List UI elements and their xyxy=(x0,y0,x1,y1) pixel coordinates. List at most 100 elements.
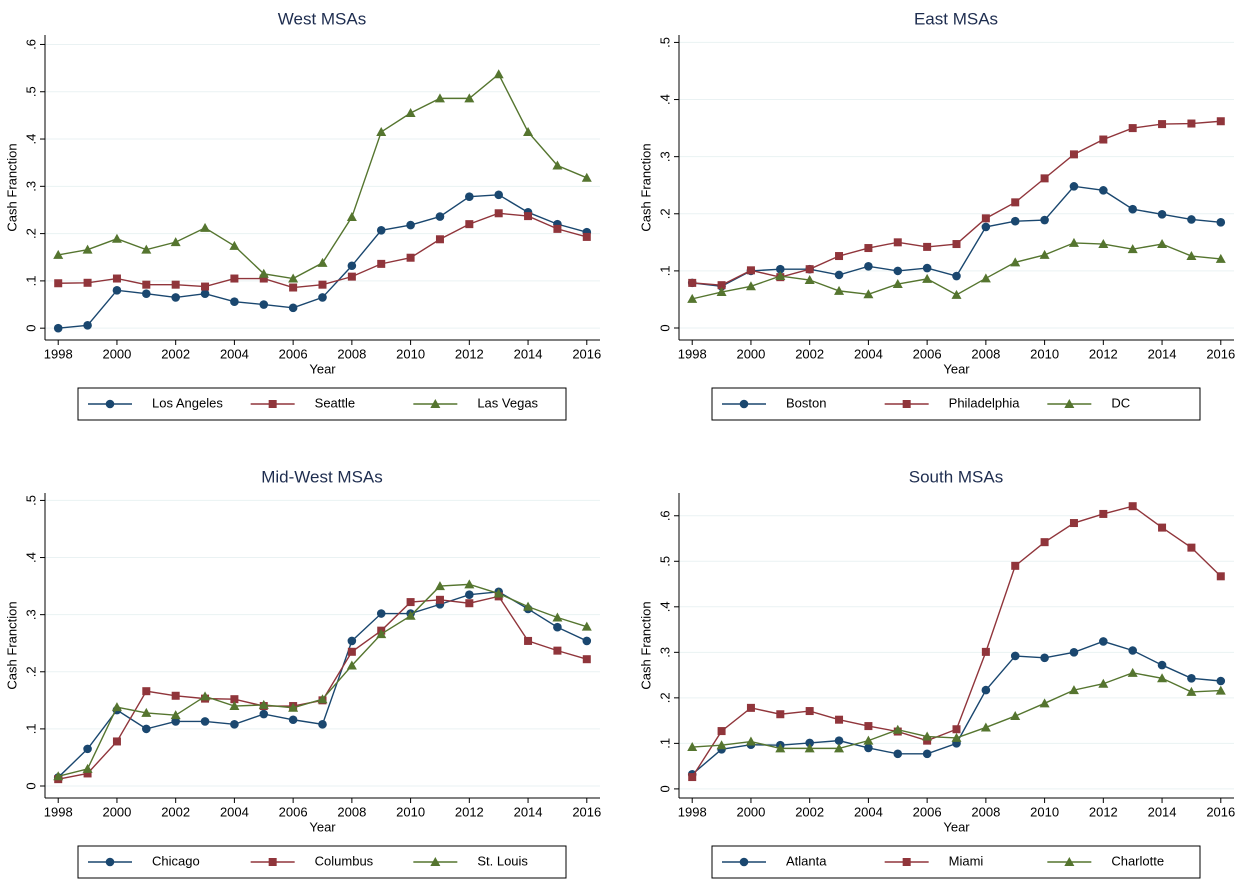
y-tick-label: .5 xyxy=(657,37,672,48)
marker xyxy=(465,192,474,202)
marker xyxy=(1098,678,1109,688)
marker xyxy=(746,703,755,712)
marker xyxy=(142,724,151,734)
marker xyxy=(1040,538,1049,547)
marker xyxy=(1069,648,1079,657)
marker xyxy=(111,233,122,243)
marker xyxy=(1010,257,1021,267)
legend-label: St. Louis xyxy=(477,853,528,868)
y-tick-label: .4 xyxy=(23,552,38,563)
marker xyxy=(200,222,211,232)
marker xyxy=(1187,673,1196,683)
marker xyxy=(170,237,181,247)
x-tick-label: 2012 xyxy=(455,346,484,361)
marker xyxy=(1158,120,1167,129)
marker xyxy=(1068,237,1079,247)
x-tick-label: 2016 xyxy=(572,346,601,361)
marker xyxy=(902,400,911,408)
x-tick-label: 2002 xyxy=(795,346,824,361)
marker xyxy=(688,278,697,287)
marker xyxy=(258,268,269,278)
marker xyxy=(200,717,210,726)
marker xyxy=(1186,251,1197,261)
x-tick-label: 2016 xyxy=(1206,804,1235,819)
x-tick-label: 2008 xyxy=(337,804,366,819)
marker xyxy=(171,691,180,700)
y-tick-label: .2 xyxy=(23,666,38,677)
x-tick-label: 2004 xyxy=(220,804,249,819)
x-tick-label: 2004 xyxy=(854,804,883,819)
y-tick-label: .5 xyxy=(23,86,38,97)
marker xyxy=(1099,509,1108,518)
marker xyxy=(318,293,327,302)
marker xyxy=(1011,198,1020,207)
marker xyxy=(430,399,441,408)
marker xyxy=(288,702,299,712)
marker xyxy=(951,289,962,299)
y-tick-label: 0 xyxy=(23,782,38,789)
marker xyxy=(952,271,961,281)
marker xyxy=(464,93,475,103)
x-tick-label: 2002 xyxy=(161,804,190,819)
y-tick-label: 0 xyxy=(23,325,38,332)
x-tick-label: 2006 xyxy=(913,346,942,361)
marker xyxy=(465,599,474,608)
marker xyxy=(171,280,180,289)
marker xyxy=(805,738,814,748)
marker xyxy=(864,244,873,253)
marker xyxy=(581,172,592,182)
x-tick-label: 1998 xyxy=(44,346,73,361)
marker xyxy=(864,722,873,731)
marker xyxy=(230,720,239,729)
marker xyxy=(376,225,386,235)
marker xyxy=(952,240,961,249)
x-tick-label: 2014 xyxy=(514,804,543,819)
marker xyxy=(201,282,210,291)
marker xyxy=(981,647,990,656)
x-tick-label: 2016 xyxy=(1206,346,1235,361)
marker xyxy=(406,598,415,607)
marker xyxy=(1128,124,1137,133)
marker xyxy=(980,722,991,732)
marker xyxy=(230,274,239,283)
marker xyxy=(83,278,92,287)
marker xyxy=(200,289,210,298)
legend-label: Philadelphia xyxy=(949,395,1021,410)
marker xyxy=(834,736,844,745)
marker xyxy=(863,735,874,745)
marker xyxy=(581,621,592,631)
plot-area xyxy=(45,493,600,798)
y-tick-label: 0 xyxy=(657,785,672,792)
marker xyxy=(834,270,844,280)
marker xyxy=(376,609,386,618)
marker xyxy=(804,743,815,753)
plot-area xyxy=(679,493,1234,798)
marker xyxy=(171,293,180,302)
x-tick-label: 2010 xyxy=(1030,804,1059,819)
marker xyxy=(1216,117,1225,126)
marker xyxy=(739,399,749,409)
marker xyxy=(105,399,115,409)
marker xyxy=(805,265,814,274)
legend-label: Charlotte xyxy=(1111,853,1164,868)
marker xyxy=(687,742,698,752)
marker xyxy=(1069,519,1078,528)
marker xyxy=(465,220,474,229)
marker xyxy=(716,740,727,750)
marker xyxy=(259,274,268,283)
marker xyxy=(553,646,562,655)
y-tick-label: .4 xyxy=(657,94,672,105)
marker xyxy=(200,691,211,701)
marker xyxy=(717,281,726,290)
y-axis-label: Cash Franction xyxy=(4,143,19,231)
marker xyxy=(864,743,873,753)
x-tick-label: 2016 xyxy=(572,804,601,819)
y-tick-label: .2 xyxy=(23,228,38,239)
y-tick-label: .6 xyxy=(23,39,38,50)
marker xyxy=(259,709,269,719)
x-tick-label: 2000 xyxy=(736,346,765,361)
marker xyxy=(230,695,239,704)
marker xyxy=(268,400,277,408)
marker xyxy=(951,732,962,742)
